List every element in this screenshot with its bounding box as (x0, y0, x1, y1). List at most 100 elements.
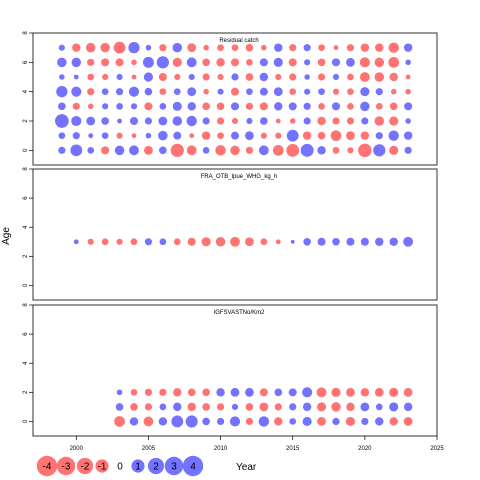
bubble-point (144, 72, 153, 81)
bubble-point (174, 88, 181, 95)
bubble-point (145, 403, 152, 410)
bubble-point (146, 133, 152, 139)
legend-label: 3 (171, 462, 177, 473)
bubble-point (146, 45, 152, 51)
bubble-point (260, 88, 268, 96)
bubble-point (390, 103, 398, 111)
bubble-point (216, 58, 224, 66)
bubble-point (217, 117, 224, 124)
bubble-point (259, 416, 269, 426)
panel-title: FRA_OTB_lpue_WHG_kg_h (201, 174, 278, 180)
bubble-point (171, 416, 183, 428)
bubble-point (159, 417, 167, 425)
bubble-point (215, 145, 225, 155)
bubble-point (260, 73, 268, 81)
bubble-point (317, 146, 325, 154)
bubble-point (331, 130, 342, 141)
y-tick-label: 6 (23, 60, 29, 64)
bubble-point (361, 131, 369, 139)
bubble-point (361, 238, 369, 246)
bubble-point (347, 147, 353, 153)
bubble-point (304, 117, 311, 124)
bubble-point (102, 132, 109, 139)
bubble-point (114, 42, 126, 54)
bubble-point (375, 116, 384, 125)
bubble-point (361, 388, 369, 396)
panel-frame (33, 169, 437, 300)
bubble-point (332, 418, 339, 425)
bubble-point (145, 88, 153, 96)
bubble-point (203, 89, 209, 95)
bubble-point (232, 118, 238, 124)
bubble-point (360, 72, 370, 82)
bubble-point (289, 102, 297, 110)
bubble-point (102, 103, 108, 109)
bubble-point (88, 104, 94, 110)
legend-label: 1 (135, 462, 141, 473)
y-tick-label: 2 (23, 254, 29, 258)
bubble-point (404, 131, 412, 139)
bubble-point (347, 88, 354, 95)
x-tick-label: 2015 (286, 446, 300, 452)
bubble-point (231, 388, 240, 397)
bubble-point (376, 404, 383, 411)
bubble-point (130, 117, 138, 125)
bubble-point (289, 388, 297, 396)
bubble-point (318, 132, 326, 140)
bubble-point (358, 144, 371, 157)
bubble-point (189, 133, 194, 138)
bubble-point (71, 116, 81, 126)
bubble-point (290, 118, 296, 124)
bubble-point (187, 57, 197, 67)
bubble-point (303, 417, 312, 426)
bubble-point (260, 102, 268, 110)
bubble-point (303, 403, 311, 411)
bubble-point (145, 238, 152, 245)
bubble-point (246, 403, 254, 411)
bubble-point (231, 58, 239, 66)
y-tick-label: 4 (23, 361, 29, 365)
bubble-point (101, 58, 109, 66)
bubble-point (302, 387, 312, 397)
bubble-point (216, 388, 224, 396)
bubble-point (317, 117, 325, 125)
bubble-point (157, 56, 169, 68)
bubble-point (102, 88, 109, 95)
bubble-point (230, 146, 239, 155)
bubble-point (101, 146, 109, 154)
bubble-point (405, 89, 411, 95)
bubble-point (360, 102, 369, 111)
bubble-point (389, 417, 397, 425)
bubble-point (347, 44, 354, 51)
bubble-point (376, 132, 383, 139)
x-tick-label: 2010 (214, 446, 228, 452)
bubble-point (202, 403, 210, 411)
bubble-point (317, 402, 326, 411)
x-axis-label: Year (236, 462, 257, 473)
legend-label: -2 (81, 462, 90, 473)
bubble-point (116, 103, 123, 110)
bubble-point (231, 73, 238, 80)
legend-label: 2 (153, 462, 159, 473)
bubble-point (72, 58, 81, 67)
bubble-point (202, 103, 210, 111)
bubble-point (160, 404, 167, 411)
bubble-point (171, 144, 184, 157)
bubble-point (72, 43, 80, 51)
bubble-point (230, 237, 240, 247)
bubble-point (144, 102, 152, 110)
bubble-point (202, 418, 210, 426)
bubble-point (203, 117, 210, 124)
bubble-point (303, 131, 311, 139)
bubble-point (304, 89, 310, 95)
bubble-point (71, 87, 81, 97)
bubble-point (405, 118, 411, 124)
bubble-point (73, 132, 80, 139)
bubble-point (144, 146, 153, 155)
bubble-point (116, 58, 124, 66)
bubble-point (260, 58, 268, 66)
bubble-point (58, 147, 65, 154)
panel-title: Residual catch (219, 38, 258, 44)
bubble-point (331, 388, 340, 397)
bubble-point (405, 60, 411, 66)
